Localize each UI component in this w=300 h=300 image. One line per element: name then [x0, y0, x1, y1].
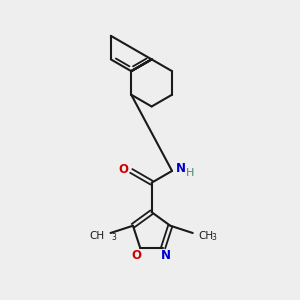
Text: H: H: [186, 168, 194, 178]
Text: 3: 3: [111, 233, 116, 242]
Text: 3: 3: [211, 233, 216, 242]
Text: CH: CH: [199, 231, 214, 241]
Text: O: O: [118, 163, 128, 176]
Text: N: N: [176, 163, 186, 176]
Text: N: N: [161, 249, 171, 262]
Text: O: O: [131, 249, 141, 262]
Text: CH: CH: [90, 231, 105, 241]
